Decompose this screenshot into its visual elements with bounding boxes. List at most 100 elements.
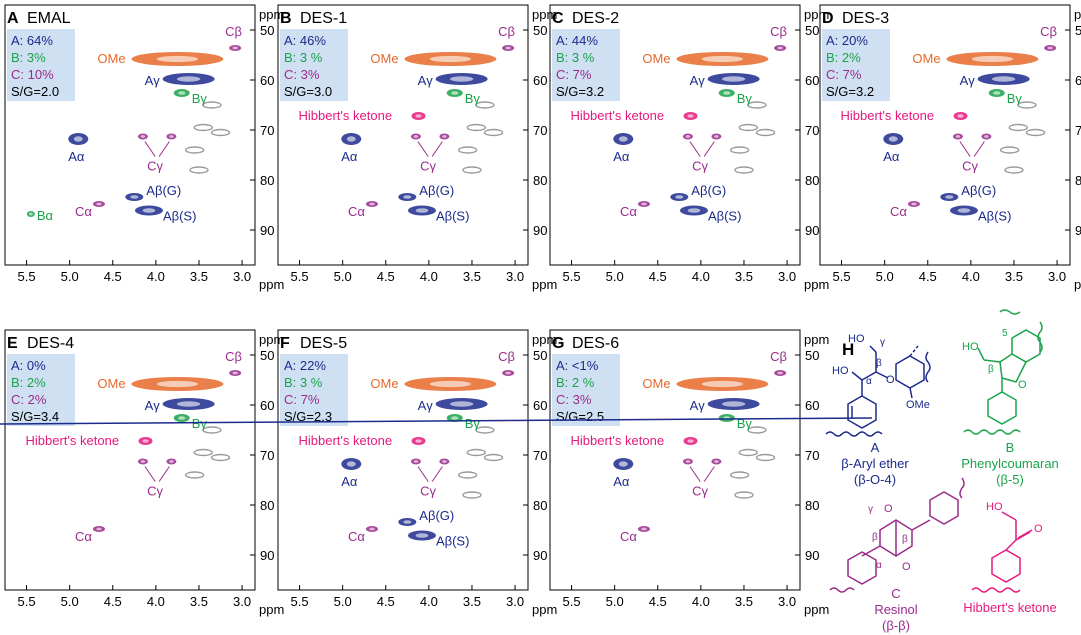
svg-text:HO: HO <box>962 341 979 353</box>
peak-label-aa: Aα <box>883 149 900 164</box>
peak-label-cb: Cβ <box>498 24 515 39</box>
unassigned-peak <box>202 101 222 109</box>
y-tick-label: 90 <box>260 223 274 238</box>
svg-text:HO: HO <box>848 333 865 345</box>
unassigned-peak <box>466 123 486 132</box>
composition-b: B: 2% <box>826 50 861 65</box>
composition-c: C: 2% <box>11 392 47 407</box>
peak-label-cg: Cγ <box>147 484 163 499</box>
x-tick-label: 4.0 <box>420 269 438 284</box>
peak-contour <box>675 195 684 199</box>
peak-label-cb: Cβ <box>225 24 242 39</box>
peak-label-ome: OMe <box>370 376 398 391</box>
x-tick-label: 3.0 <box>506 594 524 609</box>
x-tick-label: 4.0 <box>147 269 165 284</box>
svg-text:α: α <box>866 376 872 387</box>
x-tick-label: 3.5 <box>735 269 753 284</box>
x-tick-label: 4.0 <box>420 594 438 609</box>
svg-text:β-Aryl ether: β-Aryl ether <box>841 456 909 471</box>
y-tick-label: 70 <box>260 448 274 463</box>
peak-contour <box>169 460 174 463</box>
y-tick-label: 50 <box>260 23 274 38</box>
x-tick-label: 4.5 <box>377 269 395 284</box>
svg-text:A: A <box>871 440 880 455</box>
peak-contour <box>957 208 971 213</box>
peak-label-abg: Aβ(G) <box>961 183 996 198</box>
y-tick-label: 90 <box>260 548 274 563</box>
peak-contour <box>415 439 422 443</box>
composition-box <box>552 29 620 101</box>
structure-a-ring <box>847 395 877 429</box>
svg-text:β: β <box>902 534 908 545</box>
y-tick-label: 90 <box>805 223 819 238</box>
peak-label-abg: Aβ(G) <box>419 183 454 198</box>
composition-b: B: 3 % <box>284 50 323 65</box>
plot-frame <box>4 4 256 266</box>
x-tick-label: 4.5 <box>104 269 122 284</box>
x-tick-label: 3.0 <box>778 269 796 284</box>
sg-ratio: S/G=2.0 <box>11 84 59 99</box>
y-tick-label: 90 <box>533 223 547 238</box>
x-tick-label: 4.0 <box>692 269 710 284</box>
peak-label-bg: Bγ <box>1007 91 1023 106</box>
panel-title: DES-1 <box>300 10 347 27</box>
x-tick-label: 3.5 <box>735 594 753 609</box>
peak-contour <box>369 527 375 531</box>
unassigned-peak <box>210 453 231 462</box>
composition-box <box>280 29 348 101</box>
composition-c: C: 3% <box>284 67 320 82</box>
peak-contour <box>169 135 174 138</box>
peak-contour <box>911 202 917 206</box>
peak-label-hk: Hibbert's ketone <box>571 108 665 123</box>
peak-contour <box>140 135 146 138</box>
peak-label-ag: Aγ <box>690 73 706 88</box>
peak-label-abg: Aβ(G) <box>419 508 454 523</box>
cg-arrow <box>689 466 701 482</box>
peak-contour <box>1047 46 1053 50</box>
peak-contour <box>96 527 102 531</box>
peak-label-abs: Aβ(S) <box>436 209 469 224</box>
peak-contour <box>714 135 719 138</box>
peak-label-abg: Aβ(G) <box>146 183 181 198</box>
peak-label-bg: Bγ <box>737 91 753 106</box>
structure-c-caption: C Resinol (β-β) <box>874 586 917 633</box>
y-tick-label: 80 <box>805 173 819 188</box>
x-tick-label: 5.5 <box>291 594 309 609</box>
peak-contour <box>945 195 954 199</box>
y-tick-label: 60 <box>1075 73 1081 88</box>
unassigned-peak <box>755 128 776 137</box>
unassigned-peak <box>210 128 231 137</box>
peak-label-ca: Cα <box>348 204 365 219</box>
x-tick-label: 5.5 <box>18 269 36 284</box>
y-tick-label: 80 <box>533 173 547 188</box>
y-tick-label: 50 <box>533 23 547 38</box>
peak-label-bg: Bγ <box>465 416 481 431</box>
x-tick-label: 3.0 <box>1048 269 1066 284</box>
unassigned-peak <box>738 123 758 132</box>
peak-contour <box>73 136 83 142</box>
peak-label-ome: OMe <box>370 51 398 66</box>
svg-text:Phenylcoumaran: Phenylcoumaran <box>961 456 1059 471</box>
peak-label-abs: Aβ(S) <box>436 534 469 549</box>
peak-label-ome: OMe <box>642 51 670 66</box>
plot-frame <box>819 4 1071 266</box>
svg-text:γ: γ <box>880 337 885 348</box>
y-tick-label: 80 <box>1075 173 1081 188</box>
unassigned-peak <box>193 123 213 132</box>
svg-text:5: 5 <box>1002 328 1008 339</box>
unassigned-peak <box>1025 128 1046 137</box>
unassigned-peak <box>483 453 504 462</box>
panel-b: B DES-15.5 5.0 4.5 4.0 3.5 3.0ppm5060708090ppm… <box>277 4 557 292</box>
composition-box <box>552 354 620 426</box>
y-tick-label: 50 <box>805 348 819 363</box>
peak-label-hk: Hibbert's ketone <box>26 433 120 448</box>
peak-contour <box>641 202 647 206</box>
x-axis-unit: ppm <box>532 602 557 617</box>
peak-label-ag: Aγ <box>418 398 434 413</box>
y-tick-label: 60 <box>805 398 819 413</box>
peak-contour <box>449 401 474 407</box>
unassigned-peak <box>747 101 767 109</box>
unassigned-peak <box>193 448 213 457</box>
structure-a-atoms: HO HO γ β α O OMe <box>832 333 930 411</box>
unassigned-peak <box>1017 101 1037 109</box>
